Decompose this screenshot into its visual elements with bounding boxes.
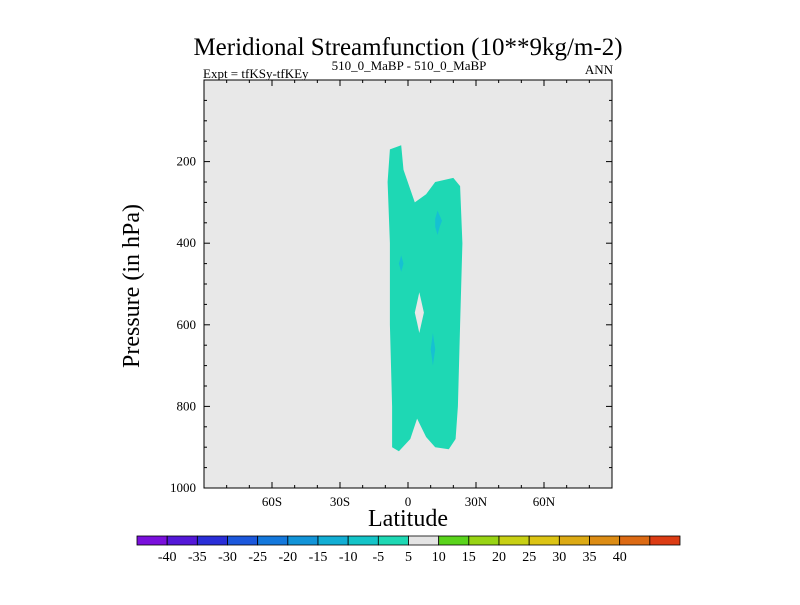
contour-hole-0 xyxy=(414,292,424,333)
colorbar-box xyxy=(619,535,651,546)
colorbar-label: -25 xyxy=(248,550,267,565)
colorbar-box xyxy=(136,535,168,546)
colorbar-box xyxy=(317,535,349,546)
x-tick-label: 0 xyxy=(405,494,412,509)
y-axis-label: Pressure (in hPa) xyxy=(119,204,145,368)
colorbar-label: 25 xyxy=(522,550,536,565)
colorbar-box xyxy=(438,535,470,546)
y-tick-label: 600 xyxy=(177,317,197,332)
colorbar-label: 30 xyxy=(552,550,566,565)
colorbar-box xyxy=(408,535,440,546)
y-tick-label: 800 xyxy=(177,398,197,413)
colorbar-box xyxy=(347,535,379,546)
y-tick-label: 1000 xyxy=(170,480,196,495)
colorbar-label: -5 xyxy=(372,550,384,565)
y-tick-label: 200 xyxy=(177,154,197,169)
colorbar: -40 -35 -30 -25 -20 -15 -10 -5 5 10 15 20 25 30 35 40 xyxy=(136,535,681,565)
x-axis-label: Latitude xyxy=(368,506,448,532)
colorbar-label: -15 xyxy=(309,550,328,565)
chart-subtitle-left: Expt = tfKSy-tfKEy xyxy=(203,66,309,81)
x-tick-label: 60S xyxy=(262,494,282,509)
colorbar-box xyxy=(498,535,530,546)
colorbar-box xyxy=(589,535,621,546)
x-tick-label: 30S xyxy=(330,494,350,509)
colorbar-box xyxy=(558,535,590,546)
contour-patch-1 xyxy=(398,255,404,272)
colorbar-label: -40 xyxy=(158,550,177,565)
colorbar-label: 20 xyxy=(492,550,506,565)
contour-layer xyxy=(387,145,463,452)
colorbar-box xyxy=(468,535,500,546)
x-tick-label: 60N xyxy=(533,494,556,509)
contour-patch-0 xyxy=(435,210,442,235)
colorbar-box xyxy=(528,535,560,546)
axis-ticks: 60S 30S 0 30N 60N 200 400 600 800 1000 xyxy=(170,80,612,509)
chart-subtitle-center: 510_0_MaBP - 510_0_MaBP xyxy=(332,58,487,73)
contour-region-main-contour-band xyxy=(387,145,463,452)
colorbar-label: 5 xyxy=(405,550,412,565)
x-tick-label: 30N xyxy=(465,494,488,509)
colorbar-box xyxy=(377,535,409,546)
colorbar-box xyxy=(287,535,319,546)
colorbar-box xyxy=(649,535,681,546)
chart-subtitle-right: ANN xyxy=(585,62,614,77)
colorbar-label: 40 xyxy=(613,550,627,565)
colorbar-box xyxy=(166,535,198,546)
colorbar-label: 10 xyxy=(432,550,446,565)
colorbar-label: -20 xyxy=(278,550,297,565)
colorbar-label: 35 xyxy=(583,550,597,565)
chart-title: Meridional Streamfunction (10**9kg/m-2) xyxy=(193,34,622,61)
colorbar-box xyxy=(196,535,228,546)
colorbar-label: 15 xyxy=(462,550,476,565)
colorbar-label: -35 xyxy=(188,550,207,565)
colorbar-box xyxy=(257,535,289,546)
colorbar-label: -10 xyxy=(339,550,358,565)
colorbar-box xyxy=(227,535,259,546)
contour-patch-2 xyxy=(430,333,436,366)
y-tick-label: 400 xyxy=(177,235,197,250)
colorbar-label: -30 xyxy=(218,550,237,565)
